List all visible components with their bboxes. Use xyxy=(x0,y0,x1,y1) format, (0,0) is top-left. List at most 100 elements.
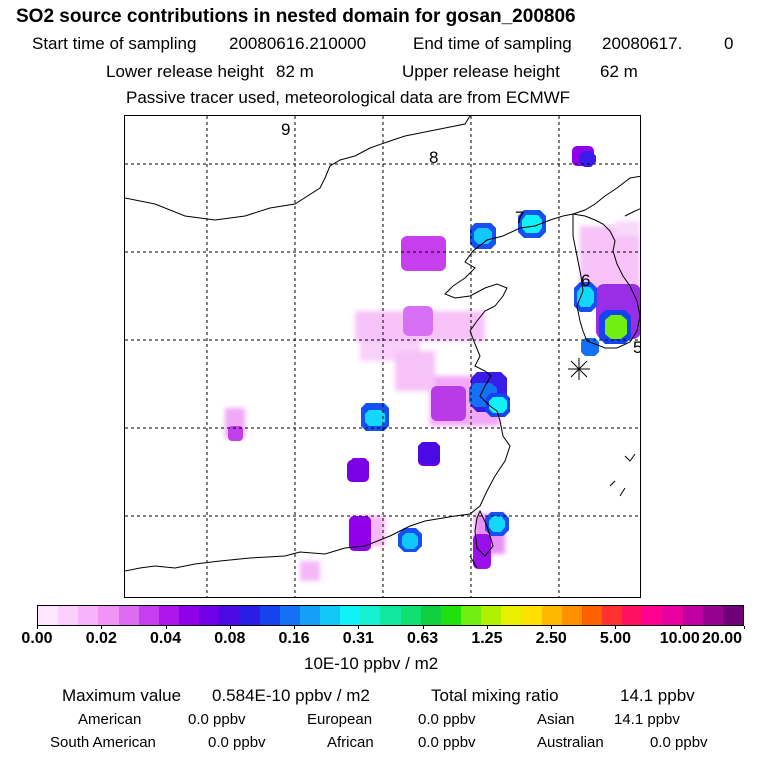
lat-lon-grid xyxy=(125,116,640,597)
coastline-korea xyxy=(572,213,640,349)
hotspots-cores xyxy=(349,134,631,552)
colorbar-cell xyxy=(360,606,381,625)
hotspot-core xyxy=(577,287,594,307)
colorbar-cell xyxy=(420,606,441,625)
coastline-china xyxy=(125,213,574,572)
hotspot-core xyxy=(605,315,627,339)
hotspot xyxy=(473,534,491,569)
lower-height-label: Lower release height xyxy=(106,62,264,81)
hotspot-placeholder xyxy=(474,134,508,160)
colorbar-tick xyxy=(422,626,424,629)
region-name: Asian xyxy=(537,711,575,728)
colorbar-tick xyxy=(551,626,553,629)
hotspot xyxy=(431,386,466,421)
colorbar-tick-label: 0.16 xyxy=(278,630,310,647)
start-time-label: Start time of sampling xyxy=(32,34,197,53)
colorbar-cell xyxy=(279,606,300,625)
end-time-suffix: 0 xyxy=(724,34,734,53)
colorbar-tick-label: 10.00 xyxy=(659,630,700,647)
colorbar-cell xyxy=(561,606,582,625)
plume-area xyxy=(395,351,435,391)
colorbar-units: 10E-10 ppbv / m2 xyxy=(304,654,439,673)
colorbar-cell xyxy=(601,606,623,625)
map-panel: 9 8 7 6 5 xyxy=(124,115,641,598)
colorbar-cell xyxy=(380,606,401,625)
colorbar-tick xyxy=(294,626,296,629)
border-line xyxy=(125,116,471,221)
colorbar-cell xyxy=(299,606,320,625)
colorbar-tick-label: 5.00 xyxy=(599,630,632,647)
colorbar-cell xyxy=(581,606,602,625)
total-mixing-label: Total mixing ratio xyxy=(431,686,559,705)
day-label: 7 xyxy=(515,208,525,227)
tracer-note: Passive tracer used, meteorological data… xyxy=(126,88,571,107)
colorbar-cell xyxy=(642,606,663,625)
colorbar-cell xyxy=(239,606,260,625)
colorbar-tick-label: 0.31 xyxy=(342,630,374,647)
colorbar-cell xyxy=(98,606,119,625)
colorbar-cell xyxy=(501,606,522,625)
region-value: 0.0 ppbv xyxy=(208,734,266,751)
colorbar-cell xyxy=(622,606,643,625)
day-label: 9 xyxy=(281,120,291,139)
colorbar-cell xyxy=(460,606,482,625)
colorbar-cell xyxy=(440,606,461,625)
region-name: Australian xyxy=(537,734,604,751)
upper-height-label: Upper release height xyxy=(402,62,560,81)
colorbar-cell xyxy=(400,606,421,625)
colorbar-cell xyxy=(259,606,280,625)
hotspot xyxy=(581,338,599,356)
colorbar-tick xyxy=(165,626,167,629)
colorbar-cell xyxy=(319,606,341,625)
day-label: 8 xyxy=(429,148,439,167)
region-value: 14.1 ppbv xyxy=(614,711,680,728)
colorbar-tick xyxy=(358,626,360,629)
colorbar-tick-label: 1.25 xyxy=(471,630,503,647)
end-time-value: 20080617. xyxy=(602,34,683,53)
day-label: 6 xyxy=(581,271,591,290)
lower-height-value: 82 m xyxy=(276,62,314,81)
colorbar-tick-label: 20.00 xyxy=(701,630,743,647)
hotspot xyxy=(418,442,440,464)
colorbar-tick xyxy=(101,626,103,629)
coastline-north xyxy=(572,175,640,215)
colorbar-cell xyxy=(38,606,59,625)
day-label: 5 xyxy=(633,338,640,358)
region-value: 0.0 ppbv xyxy=(418,734,476,751)
upper-height-value: 62 m xyxy=(600,62,638,81)
plume-area xyxy=(300,561,320,581)
region-name: South American xyxy=(50,734,156,751)
colorbar-cell xyxy=(722,606,743,625)
start-time-value: 20080616.210000 xyxy=(229,34,367,53)
hotspot xyxy=(403,306,433,336)
colorbar-tick xyxy=(229,626,231,629)
colorbar xyxy=(37,605,744,626)
hotspot xyxy=(401,236,446,271)
colorbar-cell xyxy=(340,606,361,625)
colorbar-cell xyxy=(118,606,139,625)
colorbar-tick xyxy=(37,626,38,629)
coastline-island xyxy=(469,555,478,569)
colorbar-tick xyxy=(486,626,488,629)
region-value: 0.0 ppbv xyxy=(188,711,246,728)
colorbar-cell xyxy=(702,606,723,625)
region-name: American xyxy=(78,711,142,728)
colorbar-tick xyxy=(679,626,681,629)
hotspot-core xyxy=(522,215,542,233)
region-value: 0.0 ppbv xyxy=(650,734,708,751)
hotspot xyxy=(349,516,371,551)
region-value: 0.0 ppbv xyxy=(418,711,476,728)
colorbar-cell xyxy=(138,606,159,625)
hotspot-core xyxy=(474,228,492,244)
total-mixing-value: 14.1 ppbv xyxy=(620,686,695,705)
receptor-star-icon xyxy=(568,358,590,380)
colorbar-cell xyxy=(78,606,99,625)
coastlines xyxy=(125,116,640,572)
colorbar-tick-label: 0.08 xyxy=(214,630,246,647)
colorbar-cell xyxy=(541,606,562,625)
colorbar-cell xyxy=(682,606,703,625)
hotspots-violet xyxy=(228,146,640,569)
max-value-label: Maximum value xyxy=(62,686,182,705)
max-value: 0.584E-10 ppbv / m2 xyxy=(212,686,370,705)
colorbar-cell xyxy=(521,606,542,625)
